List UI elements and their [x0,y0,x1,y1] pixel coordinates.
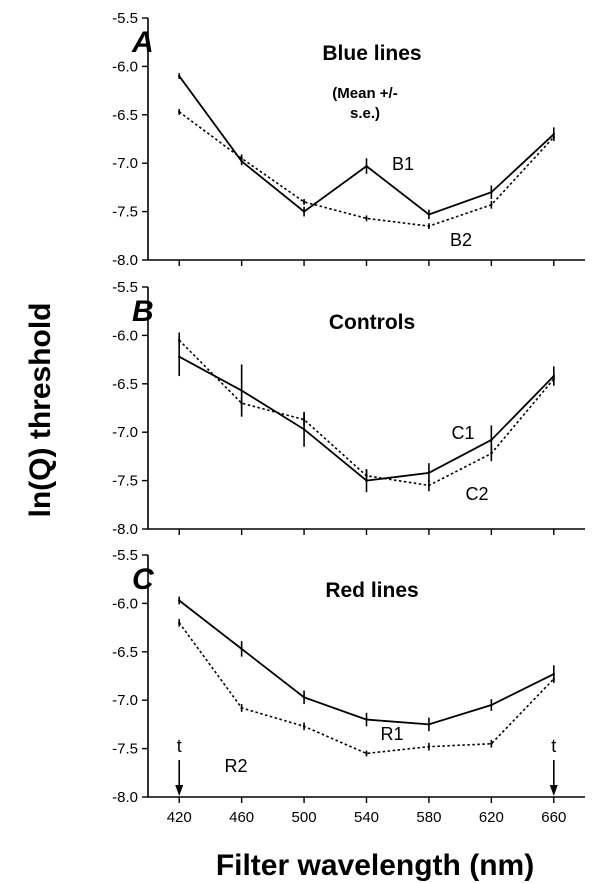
panel-note: (Mean +/- [332,85,397,102]
data-point [552,677,555,681]
y-tick-label: -7.5 [112,741,138,758]
x-tick-label: 540 [354,809,379,826]
panel-title: Controls [329,311,415,334]
y-tick-label: -7.0 [112,692,138,709]
x-axis-title: Filter wavelength (nm) [216,849,534,882]
annotation-arrow-head [175,785,184,796]
data-point [302,418,306,421]
y-tick-label: -5.5 [112,279,138,296]
x-tick-label: 660 [541,809,566,826]
y-tick-label: -7.5 [112,473,138,490]
panel-letter: B [132,295,154,328]
y-tick-label: -6.0 [112,327,138,344]
data-point [240,157,243,160]
series-label-r1: R1 [380,724,403,744]
data-point [490,742,493,745]
data-point [552,377,555,381]
data-point [302,725,306,728]
data-point [178,110,181,114]
series-label-r2: R2 [224,756,247,776]
y-tick-label: -7.0 [112,424,138,441]
data-point [240,389,243,392]
data-point [490,703,493,707]
data-point [490,191,493,194]
data-point [365,474,368,477]
data-point [490,452,493,455]
annotation-t: t [177,736,182,756]
series-line-r1 [178,599,555,726]
panel-title: Red lines [325,579,418,602]
panel-note: s.e.) [350,105,380,122]
y-tick-label: -7.5 [112,204,138,221]
data-point [365,752,368,755]
y-tick-label: -6.5 [112,107,138,124]
data-point [302,210,306,213]
y-tick-label: -6.5 [112,376,138,393]
data-point [240,706,243,710]
data-point [178,355,181,358]
data-point [552,135,555,139]
y-tick-label: -6.0 [112,58,138,75]
x-tick-label: 420 [167,809,192,826]
series-line-c2 [178,339,555,487]
series-line-r2 [178,622,555,755]
x-tick-label: 460 [229,809,254,826]
data-point [427,224,431,228]
series-line-c1 [178,355,555,482]
data-point [427,484,431,487]
data-point [178,621,181,624]
data-point [365,217,368,220]
data-point [427,471,431,475]
y-tick-label: -6.0 [112,595,138,612]
y-tick-label: -8.0 [112,252,138,269]
y-tick-label: -8.0 [112,789,138,806]
series-label-b1: B1 [392,154,414,174]
data-point [365,164,368,168]
panel-letter: A [131,26,154,59]
data-point [240,401,243,405]
data-point [490,438,493,442]
y-tick-label: -5.5 [112,10,138,27]
data-point [302,428,306,431]
y-tick-label: -8.0 [112,521,138,538]
data-point [178,339,181,342]
data-point [427,745,431,748]
annotation-arrow-head [549,785,558,796]
data-point [240,647,243,651]
data-point [552,672,555,676]
data-point [178,599,181,602]
series-label-c1: C1 [451,423,474,443]
data-point [178,74,181,78]
panel-title: Blue lines [322,42,421,65]
panel-letter: C [132,563,155,596]
series-label-b2: B2 [450,230,472,250]
data-point [490,203,493,207]
data-point [302,200,306,204]
y-tick-label: -7.0 [112,155,138,172]
data-point [427,723,431,726]
x-tick-label: 500 [292,809,317,826]
annotation-t: t [551,736,556,756]
y-tick-label: -6.5 [112,644,138,661]
y-tick-label: -5.5 [112,547,138,564]
x-tick-label: 580 [416,809,441,826]
data-point [365,718,368,721]
data-point [302,696,306,699]
series-label-c2: C2 [465,484,488,504]
x-tick-label: 620 [479,809,504,826]
data-point [427,213,431,216]
y-axis-title: ln(Q) threshold [24,303,57,518]
